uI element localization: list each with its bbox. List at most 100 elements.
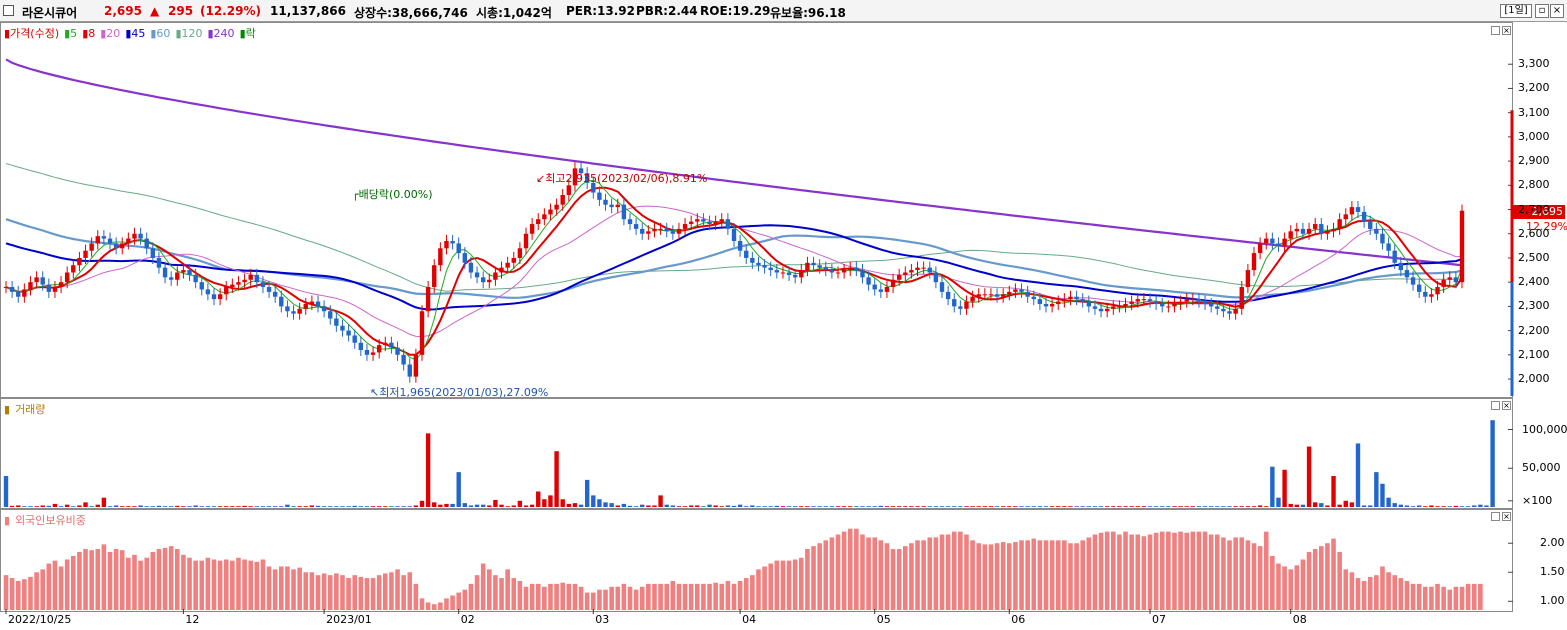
restore-icon[interactable]: ▫ [1535, 4, 1549, 18]
candle-body [1117, 306, 1122, 308]
foreign-bar [254, 561, 260, 610]
select-checkbox[interactable] [3, 5, 14, 16]
volume-bar [1049, 506, 1055, 507]
period-button[interactable]: [1일] [1500, 4, 1532, 18]
foreign-bar [1398, 578, 1404, 610]
candle-body [376, 345, 382, 353]
foreign-bar [107, 551, 113, 610]
listed-shares: 상장수:38,666,746 [354, 6, 468, 20]
volume-bar [640, 504, 645, 507]
volume-panel-close-icon[interactable]: × [1502, 401, 1511, 410]
foreign-bar [817, 543, 822, 610]
candle-body [915, 267, 920, 271]
foreign-bar [272, 569, 278, 610]
candle-body [933, 272, 939, 283]
candle-body [713, 221, 718, 225]
foreign-panel-close-icon[interactable]: × [1502, 512, 1511, 521]
candle-body [175, 272, 180, 280]
volume-bar [58, 506, 64, 507]
candle-body [988, 294, 994, 296]
candle-body [1160, 303, 1165, 307]
candle-body [615, 204, 620, 208]
foreign-bar [480, 563, 486, 610]
current-price-marker-label: 2,695 [1531, 205, 1564, 218]
candle-body [456, 243, 461, 254]
volume-bar [627, 505, 633, 507]
legend-item-7[interactable]: ▮240 [207, 27, 235, 40]
volume-bar [217, 506, 223, 507]
foreign-bar [40, 569, 46, 610]
volume-bar [1245, 506, 1251, 507]
candle-body [22, 289, 27, 297]
candle-body [16, 291, 21, 297]
foreign-bar [994, 543, 1000, 610]
price-panel-max-icon[interactable] [1491, 26, 1500, 35]
legend-item-0[interactable]: ▮가격(수정) [4, 27, 60, 40]
foreign-bar [242, 559, 247, 610]
volume-bar [1398, 504, 1404, 507]
legend-item-4[interactable]: ▮45 [125, 27, 146, 40]
foreign-bar [578, 586, 584, 610]
high-annotation-label: 최고2,935(2023/02/06),8.91% [545, 172, 708, 185]
volume-bar [187, 506, 192, 507]
candle-body [627, 219, 633, 225]
volume-bar [1264, 506, 1269, 507]
volume-bar [854, 506, 859, 507]
price-panel[interactable] [0, 22, 1513, 398]
volume-bar [719, 506, 724, 507]
volume-bar [1374, 472, 1379, 507]
candle-body [927, 267, 932, 273]
candle-body [462, 253, 468, 263]
legend-item-1[interactable]: ▮5 [64, 27, 78, 40]
volume-bar [450, 503, 455, 507]
candle-body [1245, 270, 1251, 288]
foreign-bar [193, 560, 198, 610]
volume-bar [462, 503, 468, 507]
foreign-bar [1282, 566, 1287, 610]
foreign-bar [89, 550, 94, 610]
foreign-bar [340, 575, 345, 610]
foreign-bar [1147, 534, 1153, 610]
volume-bar [1282, 469, 1287, 507]
close-icon[interactable]: × [1550, 4, 1564, 18]
legend-item-2[interactable]: ▮8 [82, 27, 96, 40]
candle-body [1355, 207, 1361, 212]
foreign-bar [603, 589, 608, 610]
dividend-annotation: ┌배당락(0.00%) [352, 188, 433, 201]
foreign-bar [878, 540, 884, 610]
foreign-bar [230, 560, 235, 610]
candle-body [664, 228, 669, 232]
foreign-bar [1031, 538, 1037, 610]
candle-body [291, 311, 296, 314]
price-panel-close-icon[interactable]: × [1502, 26, 1511, 35]
foreign-bar [285, 566, 290, 610]
candle-body [71, 265, 76, 273]
candle-body [432, 265, 437, 288]
legend-item-6[interactable]: ▮120 [175, 27, 203, 40]
candle-body [1319, 224, 1324, 234]
foreign-bar [174, 549, 180, 610]
candle-body [499, 267, 504, 273]
foreign-bar [511, 578, 517, 610]
legend-item-5[interactable]: ▮60 [150, 27, 171, 40]
volume-bar [1484, 505, 1489, 507]
candle-body [529, 224, 535, 234]
volume-panel-max-icon[interactable] [1491, 401, 1500, 410]
candle-body [126, 238, 131, 244]
foreign-bar [560, 582, 566, 610]
foreign-bar [1447, 589, 1453, 610]
volume-panel[interactable] [0, 398, 1513, 509]
foreign-bar [1441, 586, 1446, 610]
candle-body [52, 287, 58, 292]
foreign-bar [370, 578, 376, 610]
foreign-bar [890, 549, 896, 610]
legend-item-8[interactable]: ▮락 [239, 27, 256, 40]
candle-body [285, 306, 290, 312]
dividend-annotation-label: 배당락(0.00%) [358, 188, 433, 201]
foreign-bar [64, 559, 70, 610]
foreign-panel-max-icon[interactable] [1491, 512, 1500, 521]
foreign-bar [291, 569, 296, 610]
foreign-bar [646, 583, 651, 610]
legend-item-3[interactable]: ▮20 [100, 27, 121, 40]
candle-body [1208, 303, 1214, 307]
